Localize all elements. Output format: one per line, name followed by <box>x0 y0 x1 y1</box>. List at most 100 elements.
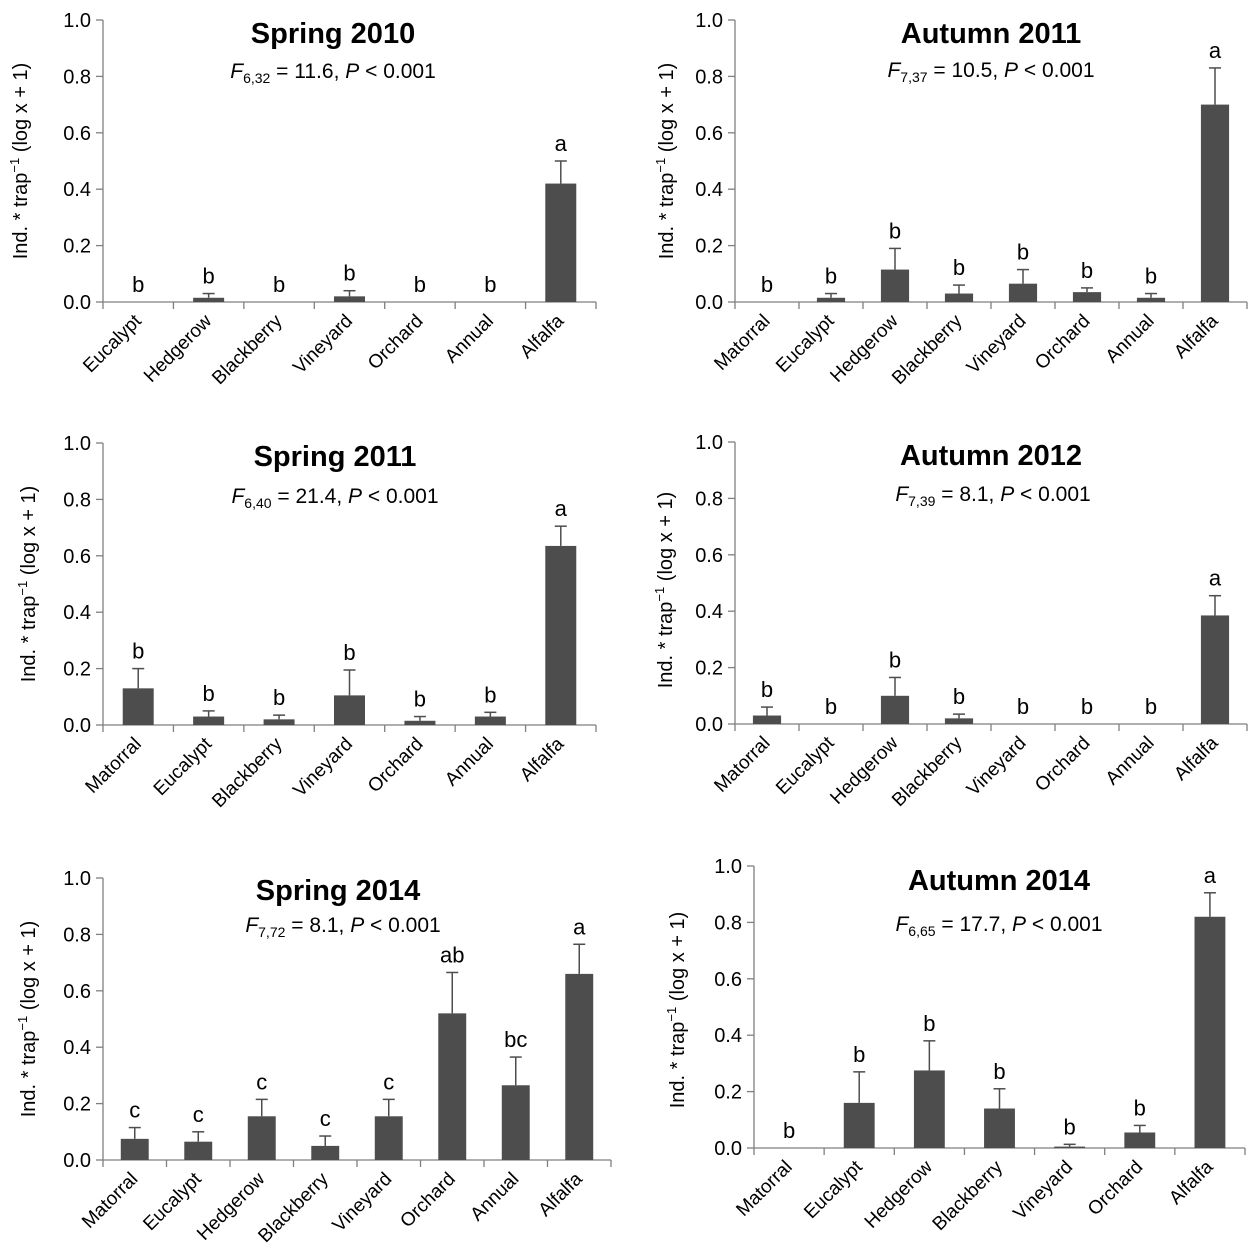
bar-alfalfa <box>545 183 577 302</box>
bar-vineyard <box>1008 283 1038 302</box>
chart-panel-spring-2014: Spring 2014 0.0 0.2 0.4 0.6 0.8 1.0 c Matorral c… <box>15 868 612 1247</box>
significance-letter-orchard: ab <box>440 942 464 967</box>
bar-eucalypt <box>193 716 225 725</box>
y-tick-label: 0.6 <box>695 545 723 567</box>
significance-letter-annual: b <box>484 272 496 297</box>
panel-title: Autumn 2014 <box>908 865 1090 897</box>
category-label-alfalfa: Alfalfa <box>516 310 568 362</box>
y-tick-label: 0.2 <box>63 236 91 258</box>
significance-letter-eucalypt: b <box>203 681 215 706</box>
panel-title: Spring 2010 <box>251 18 415 50</box>
category-label-annual: Annual <box>441 734 498 791</box>
significance-letter-annual: b <box>1145 694 1157 719</box>
significance-letter-matorral: c <box>129 1098 140 1123</box>
category-label-hedgerow: Hedgerow <box>861 1156 937 1232</box>
bar-blackberry <box>263 719 295 725</box>
y-tick-label: 1.0 <box>714 856 742 878</box>
chart-panel-spring-2011: Spring 2011 0.0 0.2 0.4 0.6 0.8 1.0 b Matorral b… <box>15 433 597 812</box>
anova-statistic: F7,39 = 8.1, P < 0.001 <box>895 483 1090 509</box>
y-tick-label: 0.6 <box>63 546 91 568</box>
y-axis-title: Ind. * trap−1 (log x + 1) <box>652 492 677 689</box>
category-label-blackberry: Blackberry <box>888 732 967 811</box>
bar-vineyard <box>334 296 365 302</box>
bar-matorral <box>122 688 154 725</box>
bar-blackberry <box>311 1145 340 1160</box>
y-axis-title: Ind. * trap−1 (log x + 1) <box>7 63 32 260</box>
panel-title: Autumn 2011 <box>901 18 1082 50</box>
significance-letter-hedgerow: b <box>923 1011 935 1036</box>
y-axis-title: Ind. * trap−1 (log x + 1) <box>653 63 678 260</box>
category-label-blackberry: Blackberry <box>208 733 287 812</box>
anova-statistic: F6,32 = 11.6, P < 0.001 <box>230 60 436 86</box>
category-label-annual: Annual <box>1102 733 1159 790</box>
significance-letter-blackberry: b <box>953 255 965 280</box>
significance-letter-orchard: b <box>1081 258 1093 283</box>
bar-hedgerow <box>247 1116 276 1160</box>
y-tick-label: 0.2 <box>714 1082 742 1104</box>
bar-annual <box>1136 297 1166 302</box>
y-tick-label: 0.4 <box>63 602 91 624</box>
y-tick-label: 0.6 <box>714 969 742 991</box>
bar-eucalypt <box>184 1141 213 1160</box>
y-tick-label: 0.0 <box>63 292 91 314</box>
bar-hedgerow <box>193 297 225 302</box>
significance-letter-orchard: b <box>414 687 426 712</box>
y-tick-label: 0.4 <box>695 179 723 201</box>
bar-matorral <box>120 1138 149 1160</box>
category-label-matorral: Matorral <box>710 311 774 375</box>
category-label-orchard: Orchard <box>1031 733 1094 796</box>
y-tick-label: 0.4 <box>714 1025 742 1047</box>
y-tick-label: 0.8 <box>63 489 91 511</box>
category-label-annual: Annual <box>1102 311 1159 368</box>
y-tick-label: 0.6 <box>63 123 91 145</box>
panel-title: Spring 2014 <box>256 875 420 907</box>
bar-vineyard <box>374 1116 403 1160</box>
y-tick-label: 0.2 <box>63 659 91 681</box>
significance-letter-hedgerow: b <box>203 264 215 289</box>
bar-eucalypt <box>816 297 846 302</box>
y-tick-label: 0.0 <box>714 1138 742 1160</box>
y-tick-label: 0.0 <box>695 292 723 314</box>
bar-alfalfa <box>545 545 577 725</box>
category-label-annual: Annual <box>441 311 498 368</box>
significance-letter-blackberry: b <box>993 1059 1005 1084</box>
significance-letter-alfalfa: a <box>555 131 568 156</box>
bar-eucalypt <box>843 1102 875 1148</box>
category-label-vineyard: Vineyard <box>963 733 1031 801</box>
significance-letter-annual: b <box>484 682 496 707</box>
category-label-alfalfa: Alfalfa <box>535 1168 587 1220</box>
bar-annual <box>474 716 506 725</box>
category-label-vineyard: Vineyard <box>1010 1157 1078 1225</box>
bar-hedgerow <box>880 269 910 302</box>
category-label-orchard: Orchard <box>364 734 427 797</box>
significance-letter-matorral: b <box>132 639 144 664</box>
significance-letter-blackberry: b <box>273 685 285 710</box>
y-tick-label: 0.0 <box>63 1150 91 1172</box>
bar-orchard <box>404 720 436 725</box>
chart-panel-autumn-2014: Autumn 2014 0.0 0.2 0.4 0.6 0.8 1.0 b Matorral b… <box>664 856 1246 1235</box>
significance-letter-eucalypt: c <box>193 1102 204 1127</box>
category-label-orchard: Orchard <box>396 1169 459 1232</box>
bar-orchard <box>1072 292 1102 302</box>
category-label-alfalfa: Alfalfa <box>1165 1156 1217 1208</box>
significance-letter-alfalfa: a <box>555 496 568 521</box>
y-tick-label: 0.8 <box>63 66 91 88</box>
category-label-matorral: Matorral <box>732 1157 796 1221</box>
y-axis-title: Ind. * trap−1 (log x + 1) <box>15 486 40 683</box>
significance-letter-orchard: b <box>414 272 426 297</box>
category-label-orchard: Orchard <box>1084 1157 1147 1220</box>
category-label-hedgerow: Hedgerow <box>140 310 216 386</box>
category-label-matorral: Matorral <box>82 734 146 798</box>
category-label-alfalfa: Alfalfa <box>1170 732 1222 784</box>
significance-letter-vineyard: b <box>1017 240 1029 265</box>
category-label-blackberry: Blackberry <box>208 310 287 389</box>
y-tick-label: 1.0 <box>63 868 91 890</box>
significance-letter-alfalfa: a <box>1209 566 1222 591</box>
anova-statistic: F7,72 = 8.1, P < 0.001 <box>245 914 440 940</box>
category-label-matorral: Matorral <box>710 733 774 797</box>
anova-statistic: F6,65 = 17.7, P < 0.001 <box>895 913 1102 939</box>
category-label-orchard: Orchard <box>364 311 427 374</box>
significance-letter-vineyard: b <box>343 640 355 665</box>
y-tick-label: 0.2 <box>695 236 723 258</box>
